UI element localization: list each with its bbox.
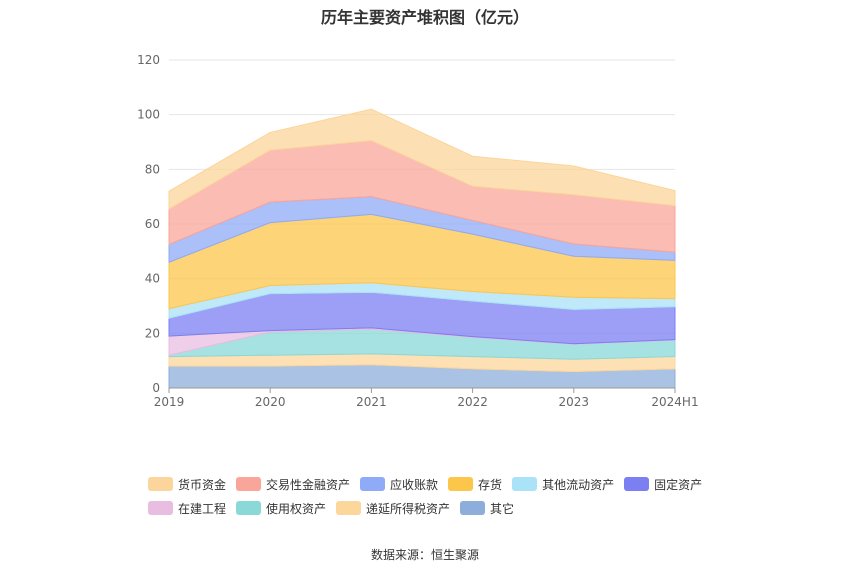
legend-label: 交易性金融资产 <box>266 477 351 492</box>
legend-label: 递延所得税资产 <box>366 501 451 516</box>
y-tick-label: 0 <box>152 381 160 395</box>
chart-title: 历年主要资产堆积图（亿元） <box>320 8 529 27</box>
legend-label: 固定资产 <box>654 477 703 492</box>
legend-label: 其他流动资产 <box>542 477 615 492</box>
legend-label: 使用权资产 <box>266 501 327 516</box>
axes: 0 20 40 60 80 100 120 2019 2020 2021 2022 2023 2024H… <box>137 53 699 409</box>
legend-swatch <box>236 501 262 515</box>
y-tick-label: 80 <box>145 162 160 176</box>
x-tick-label: 2022 <box>457 395 488 409</box>
legend-swatch <box>336 501 362 515</box>
legend-label: 应收账款 <box>390 477 439 492</box>
legend-label: 存货 <box>478 477 503 492</box>
legend-item-construction[interactable]: 在建工程 <box>148 500 226 517</box>
legend-item-fixed-assets[interactable]: 固定资产 <box>624 476 702 493</box>
legend-swatch <box>236 477 262 491</box>
legend-swatch <box>624 477 650 491</box>
legend-item-inventory[interactable]: 存货 <box>448 476 502 493</box>
legend-label: 货币资金 <box>178 477 227 492</box>
x-tick-label: 2020 <box>255 395 286 409</box>
legend-item-trading-assets[interactable]: 交易性金融资产 <box>236 476 350 493</box>
y-tick-label: 100 <box>137 108 160 122</box>
area-series <box>168 108 676 389</box>
data-source-note: 数据来源：恒生聚源 <box>370 548 479 562</box>
x-tick-label: 2023 <box>559 395 590 409</box>
legend-item-deferred-tax[interactable]: 递延所得税资产 <box>336 500 450 517</box>
legend-item-other-current[interactable]: 其他流动资产 <box>512 476 614 493</box>
x-tick-label: 2021 <box>356 395 387 409</box>
legend-swatch <box>460 501 486 515</box>
legend-swatch <box>448 477 474 491</box>
legend-row: 在建工程 使用权资产 递延所得税资产 其它 <box>148 496 748 520</box>
legend-swatch <box>512 477 538 491</box>
y-tick-label: 120 <box>137 53 160 67</box>
legend-item-receivables[interactable]: 应收账款 <box>360 476 438 493</box>
legend-label: 其它 <box>490 501 515 516</box>
x-tick-label: 2024H1 <box>651 395 698 409</box>
legend-swatch <box>360 477 386 491</box>
legend-item-other[interactable]: 其它 <box>460 500 514 517</box>
legend-swatch <box>148 501 173 515</box>
legend-item-right-of-use[interactable]: 使用权资产 <box>236 500 326 517</box>
y-tick-label: 40 <box>145 272 160 286</box>
legend: 货币资金 交易性金融资产 应收账款 存货 其他流动资产 固定资产 在建工程 <box>148 472 748 520</box>
legend-label: 在建工程 <box>178 501 227 516</box>
stacked-area-chart: 0 20 40 60 80 100 120 2019 2020 2021 2022 2023 2024H… <box>137 53 699 409</box>
area-货币资金[interactable] <box>168 108 676 210</box>
legend-swatch <box>148 477 173 491</box>
y-tick-label: 60 <box>145 217 160 231</box>
x-tick-label: 2019 <box>154 395 185 409</box>
legend-row: 货币资金 交易性金融资产 应收账款 存货 其他流动资产 固定资产 <box>148 472 748 496</box>
y-tick-label: 20 <box>145 326 160 340</box>
legend-item-cash[interactable]: 货币资金 <box>148 476 226 493</box>
